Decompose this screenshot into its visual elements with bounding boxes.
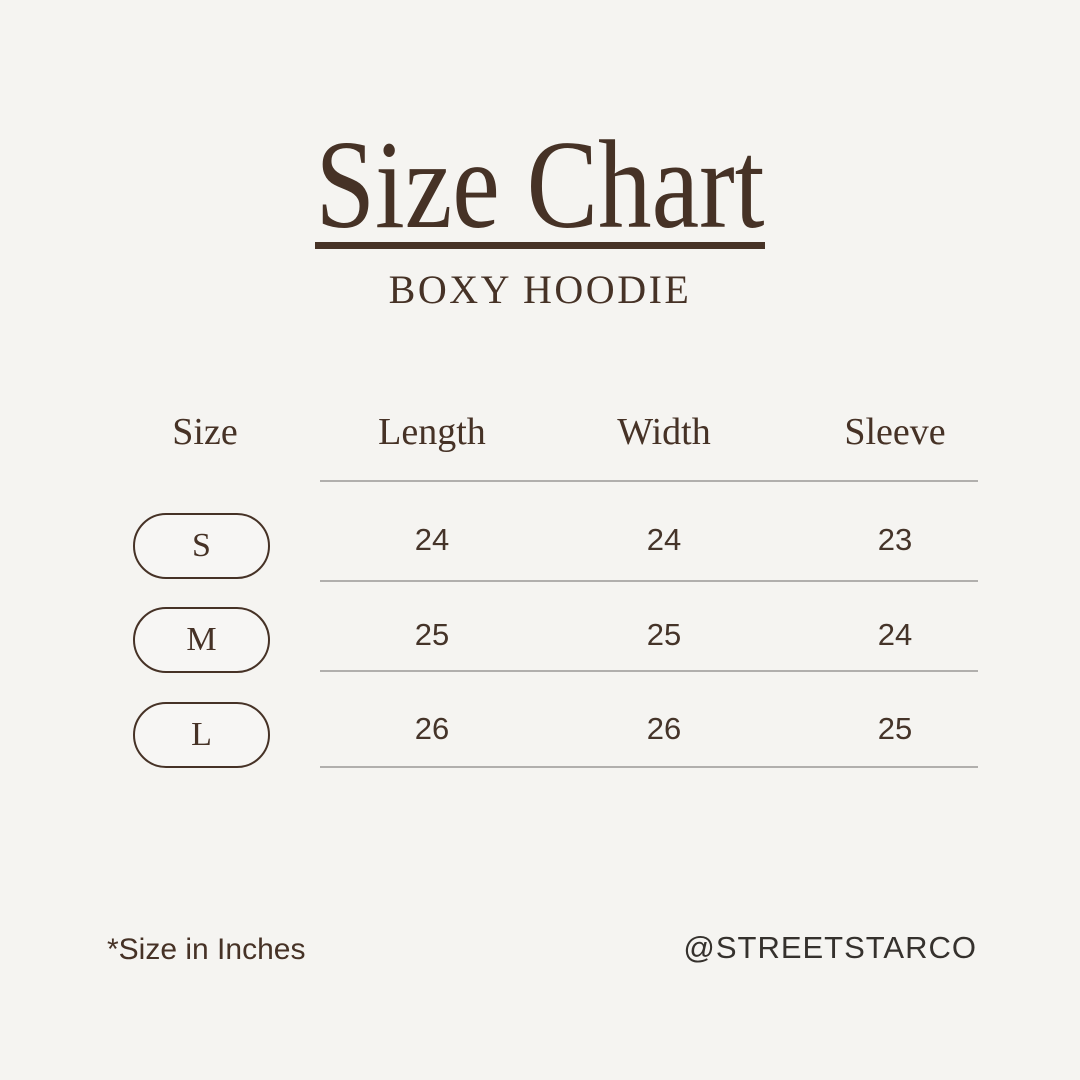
size-badge-m: M <box>133 607 270 673</box>
size-badge-s: S <box>133 513 270 579</box>
row-divider <box>320 580 978 582</box>
column-header-length: Length <box>378 411 486 453</box>
page-title: Size Chart <box>315 116 765 255</box>
column-header-width: Width <box>617 411 711 453</box>
row-divider <box>320 766 978 768</box>
cell-sleeve: 25 <box>877 711 913 746</box>
cell-sleeve: 24 <box>877 617 913 652</box>
cell-length: 25 <box>414 617 450 652</box>
cell-length: 26 <box>414 711 450 746</box>
brand-handle: @STREETSTARCO <box>683 930 977 965</box>
cell-width: 24 <box>646 522 682 557</box>
column-header-size: Size <box>172 411 238 453</box>
row-divider <box>320 670 978 672</box>
size-badge-label: L <box>191 716 212 753</box>
header-divider <box>320 480 978 482</box>
title-underline <box>315 242 765 249</box>
size-badge-label: M <box>186 621 217 658</box>
cell-width: 25 <box>646 617 682 652</box>
cell-width: 26 <box>646 711 682 746</box>
size-badge-label: S <box>192 527 211 564</box>
column-header-sleeve: Sleeve <box>844 411 946 453</box>
product-name: BOXY HOODIE <box>388 267 692 312</box>
cell-length: 24 <box>414 522 450 557</box>
size-badge-l: L <box>133 702 270 768</box>
units-note: *Size in Inches <box>107 933 306 966</box>
cell-sleeve: 23 <box>877 522 913 557</box>
